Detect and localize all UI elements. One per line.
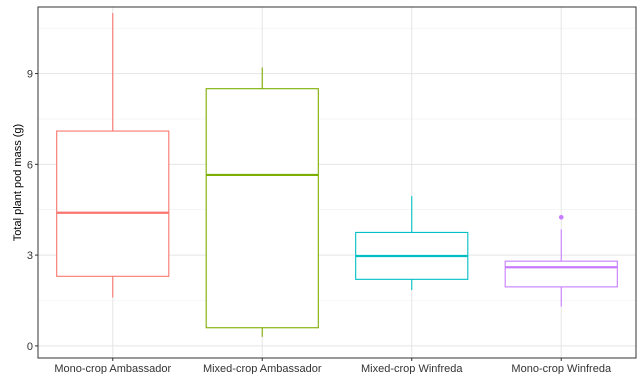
plot-panel-border xyxy=(37,6,637,359)
y-tick-label: 3 xyxy=(27,250,33,262)
box-2 xyxy=(205,67,319,337)
box-3 xyxy=(355,196,469,290)
x-tick-label: Mixed-crop Ambassador xyxy=(203,363,322,374)
y-tick-label: 0 xyxy=(27,341,33,353)
y-axis: 0 3 6 9 xyxy=(27,69,38,353)
x-tick-label: Mono-crop Winfreda xyxy=(511,363,612,374)
x-tick-label: Mixed-crop Winfreda xyxy=(361,363,463,374)
iqr-box xyxy=(205,88,319,329)
y-tick-label: 6 xyxy=(27,159,33,171)
box-series xyxy=(56,13,618,337)
y-axis-title: Total plant pod mass (g) xyxy=(12,124,24,241)
box-4 xyxy=(504,214,618,307)
iqr-box xyxy=(56,130,170,277)
outlier-point xyxy=(558,214,564,220)
y-tick-label: 9 xyxy=(27,69,33,81)
x-axis: Mono-crop Ambassador Mixed-crop Ambassado… xyxy=(54,358,612,374)
x-tick-label: Mono-crop Ambassador xyxy=(54,363,171,374)
iqr-box xyxy=(504,260,618,288)
box-1 xyxy=(56,13,170,298)
